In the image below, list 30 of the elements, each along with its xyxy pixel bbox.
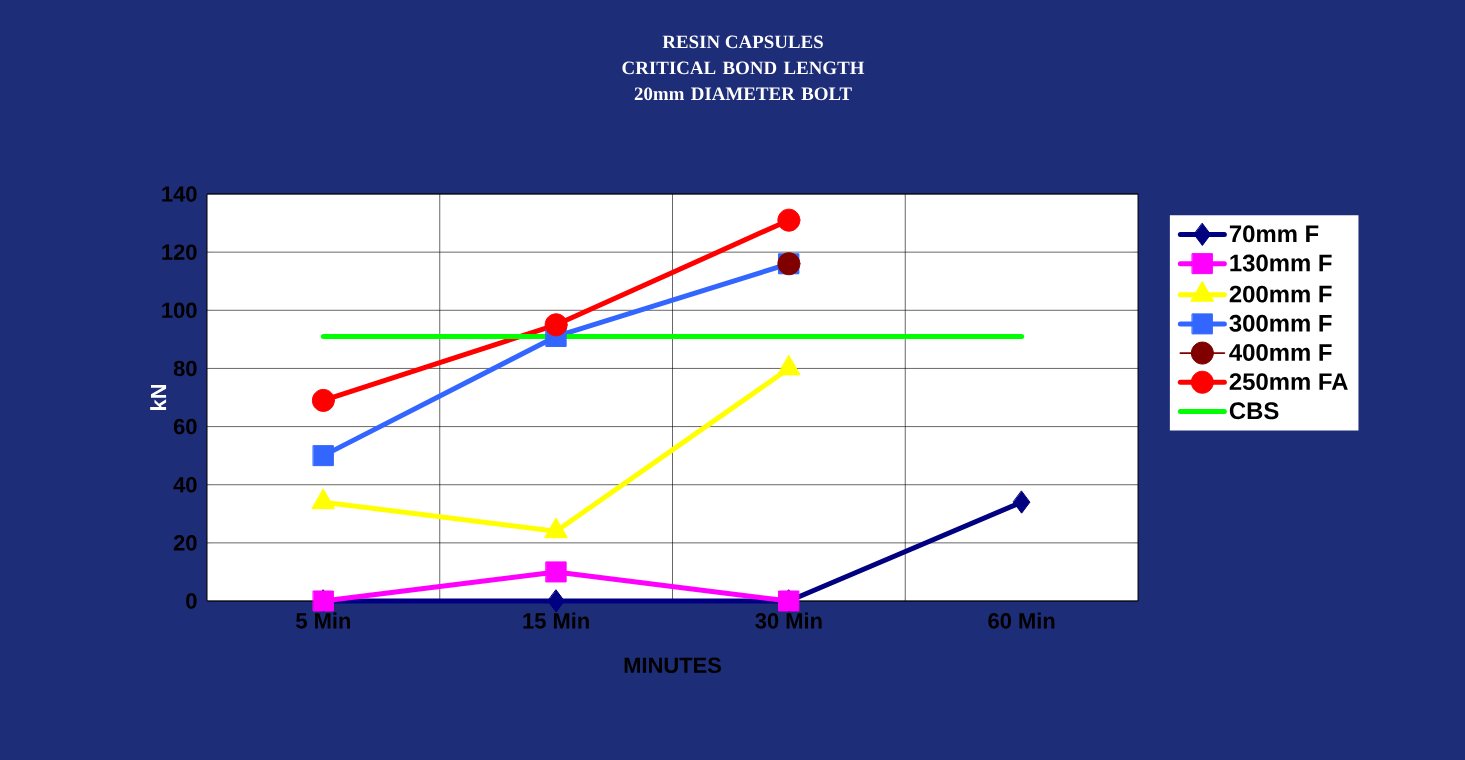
point <box>544 313 568 337</box>
y-tick-label: 120 <box>162 244 197 260</box>
x-tick-label: 15 Min <box>523 612 589 629</box>
y-axis-title: kN <box>150 384 167 410</box>
legend-label: CBS <box>1229 402 1279 420</box>
x-tick-label: 5 Min <box>296 612 351 629</box>
y-tick-label: 80 <box>173 360 197 377</box>
y-tick-label: 60 <box>173 418 197 435</box>
legend-label: 250mm FA <box>1229 373 1348 391</box>
x-axis-title: MINUTES <box>624 657 721 674</box>
chart-subtitle: CRITICAL BOND LENGTH 20mm DIAMETER BOLT <box>622 61 865 101</box>
legend-label: 400mm F <box>1229 343 1332 361</box>
legend-label: 130mm F <box>1230 254 1332 272</box>
y-tick-label: 20 <box>173 535 197 551</box>
point <box>1012 490 1031 514</box>
x-tick-label: 60 Min <box>988 612 1055 629</box>
legend-label: 300mm F <box>1229 314 1332 332</box>
point <box>311 388 335 412</box>
point <box>312 445 334 467</box>
y-tick-label: 100 <box>162 302 197 319</box>
chart-title: RESIN CAPSULES <box>662 35 823 49</box>
legend-label: 200mm F <box>1229 285 1332 303</box>
point <box>547 589 565 613</box>
legend-label: 70mm F <box>1229 225 1319 243</box>
y-tick-label: 140 <box>162 186 197 202</box>
point <box>545 561 567 583</box>
x-tick-label: 30 Min <box>755 612 822 629</box>
y-tick-label: 0 <box>186 593 197 609</box>
y-tick-label: 40 <box>173 476 197 493</box>
point <box>777 208 801 232</box>
